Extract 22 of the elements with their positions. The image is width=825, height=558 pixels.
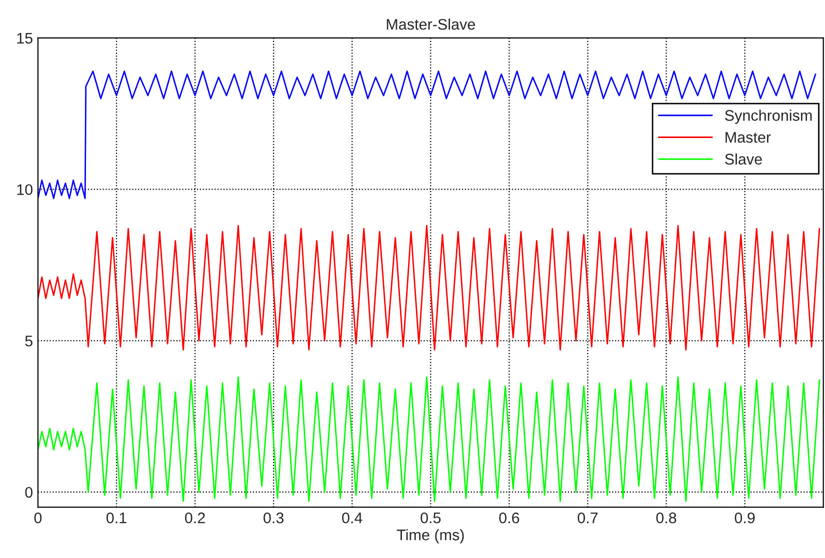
legend-label: Master — [726, 132, 771, 143]
x-tick-label: 0.3 — [264, 512, 284, 524]
line-series — [38, 224, 820, 350]
line-series — [38, 70, 816, 200]
x-tick-label: 0.8 — [656, 512, 676, 524]
y-tick-label: 0 — [25, 486, 32, 498]
x-tick-label: 0.9 — [734, 512, 755, 524]
legend-label: Slave — [725, 153, 762, 165]
x-tick-label: 0.5 — [420, 512, 441, 524]
y-tick-label: 10 — [17, 184, 32, 196]
x-tick-label: 0.6 — [499, 512, 520, 524]
chart-title: Master-Slave — [386, 18, 475, 30]
x-tick-label: 0.2 — [185, 512, 205, 524]
line-series — [38, 376, 820, 502]
y-tick-label: 5 — [25, 336, 32, 346]
x-tick-label: 0.7 — [578, 512, 598, 524]
x-axis-title: Time (ms) — [396, 529, 464, 544]
x-tick-label: 0.1 — [106, 512, 126, 524]
x-tick-label: 0.4 — [342, 512, 362, 524]
legend-label: Synchronism — [725, 110, 812, 124]
x-tick-label: 0 — [34, 512, 42, 524]
y-tick-label: 15 — [17, 32, 32, 44]
